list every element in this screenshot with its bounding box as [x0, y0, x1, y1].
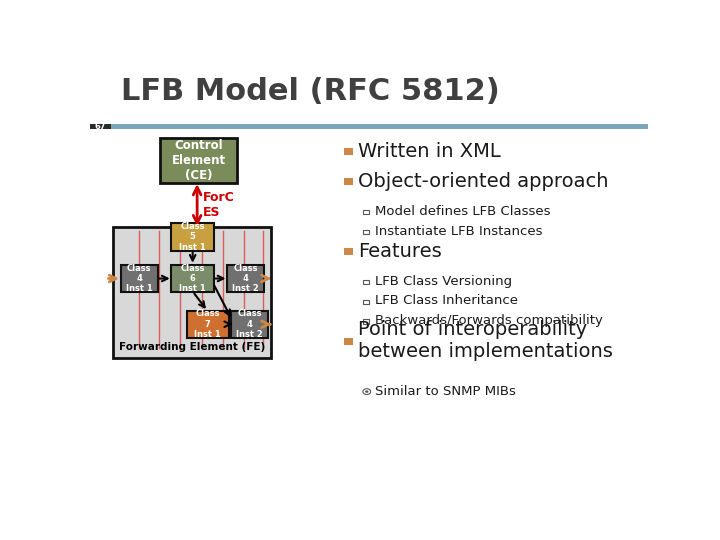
Text: LFB Class Versioning: LFB Class Versioning [374, 274, 512, 287]
FancyBboxPatch shape [171, 265, 214, 292]
Text: Similar to SNMP MIBs: Similar to SNMP MIBs [374, 385, 516, 398]
FancyBboxPatch shape [161, 138, 238, 183]
FancyBboxPatch shape [231, 310, 268, 338]
FancyBboxPatch shape [113, 227, 271, 357]
Circle shape [365, 390, 369, 393]
Text: Point of interoperability
between implementations: Point of interoperability between implem… [358, 320, 613, 361]
Text: Class
4
Inst 1: Class 4 Inst 1 [126, 264, 153, 293]
Text: Model defines LFB Classes: Model defines LFB Classes [374, 205, 550, 218]
Text: Written in XML: Written in XML [358, 142, 500, 161]
Bar [364, 300, 369, 303]
Bar [344, 338, 353, 345]
Text: Class
7
Inst 1: Class 7 Inst 1 [194, 309, 221, 339]
FancyBboxPatch shape [228, 265, 264, 292]
Text: Instantiate LFB Instances: Instantiate LFB Instances [374, 225, 542, 238]
Text: Class
4
Inst 2: Class 4 Inst 2 [233, 264, 259, 293]
Text: Forwarding Element (FE): Forwarding Element (FE) [119, 342, 265, 352]
Text: 67: 67 [95, 122, 107, 131]
Bar [344, 148, 353, 155]
Text: Object-oriented approach: Object-oriented approach [358, 172, 608, 191]
Bar [90, 124, 648, 129]
Bar [344, 248, 353, 255]
Text: Features: Features [358, 241, 441, 261]
FancyBboxPatch shape [186, 310, 229, 338]
Text: Class
5
Inst 1: Class 5 Inst 1 [179, 222, 206, 252]
Bar [344, 178, 353, 185]
FancyBboxPatch shape [121, 265, 158, 292]
Text: LFB Model (RFC 5812): LFB Model (RFC 5812) [121, 77, 500, 106]
Text: Backwards/Forwards compatibility: Backwards/Forwards compatibility [374, 314, 603, 327]
FancyBboxPatch shape [171, 223, 214, 251]
Text: ForC
ES: ForC ES [203, 191, 235, 219]
Bar [364, 280, 369, 284]
Text: Control
Element
(CE): Control Element (CE) [172, 139, 226, 182]
Text: LFB Class Inheritance: LFB Class Inheritance [374, 294, 518, 307]
Text: Class
4
Inst 2: Class 4 Inst 2 [236, 309, 263, 339]
Bar [364, 230, 369, 234]
Bar [90, 124, 111, 129]
Bar [364, 320, 369, 323]
Text: Class
6
Inst 1: Class 6 Inst 1 [179, 264, 206, 293]
Bar [364, 210, 369, 214]
